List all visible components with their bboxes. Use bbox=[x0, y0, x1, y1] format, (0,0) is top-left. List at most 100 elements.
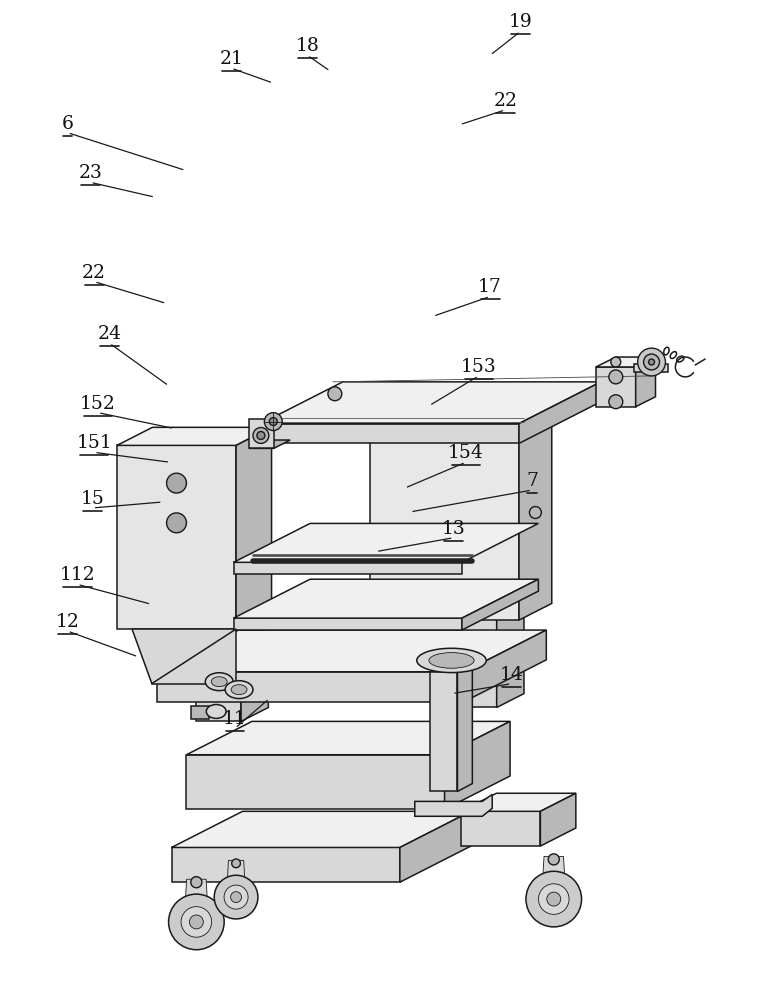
Polygon shape bbox=[261, 424, 519, 443]
Text: 153: 153 bbox=[461, 358, 496, 376]
Circle shape bbox=[232, 859, 240, 868]
Circle shape bbox=[189, 915, 203, 929]
Text: 17: 17 bbox=[478, 278, 502, 296]
Polygon shape bbox=[234, 562, 462, 574]
Polygon shape bbox=[186, 879, 208, 902]
Circle shape bbox=[548, 854, 559, 865]
Polygon shape bbox=[234, 618, 462, 630]
Circle shape bbox=[166, 473, 186, 493]
Polygon shape bbox=[249, 440, 290, 448]
Circle shape bbox=[169, 894, 224, 950]
Text: 15: 15 bbox=[81, 490, 104, 508]
Circle shape bbox=[649, 359, 654, 365]
Text: 22: 22 bbox=[82, 264, 106, 282]
Bar bbox=[192, 706, 209, 719]
Polygon shape bbox=[241, 433, 266, 630]
Polygon shape bbox=[457, 664, 472, 791]
Text: 112: 112 bbox=[60, 566, 95, 584]
Text: 19: 19 bbox=[509, 13, 532, 31]
Circle shape bbox=[611, 357, 621, 367]
Polygon shape bbox=[461, 811, 541, 846]
Circle shape bbox=[166, 513, 186, 533]
Polygon shape bbox=[497, 416, 524, 707]
Polygon shape bbox=[445, 721, 510, 809]
Polygon shape bbox=[400, 811, 471, 882]
Text: 6: 6 bbox=[61, 115, 74, 133]
Polygon shape bbox=[249, 419, 274, 448]
Polygon shape bbox=[156, 672, 464, 702]
Polygon shape bbox=[519, 382, 601, 443]
Text: 11: 11 bbox=[223, 710, 247, 728]
Polygon shape bbox=[452, 430, 497, 707]
Text: 18: 18 bbox=[295, 37, 319, 55]
Ellipse shape bbox=[206, 673, 233, 691]
Text: 154: 154 bbox=[448, 444, 484, 462]
Circle shape bbox=[609, 370, 623, 384]
Text: 151: 151 bbox=[76, 434, 112, 452]
Polygon shape bbox=[370, 422, 519, 620]
Polygon shape bbox=[596, 367, 636, 407]
Circle shape bbox=[547, 892, 561, 906]
Circle shape bbox=[224, 885, 248, 909]
Polygon shape bbox=[636, 357, 656, 407]
Polygon shape bbox=[430, 672, 457, 791]
Ellipse shape bbox=[211, 677, 227, 687]
Polygon shape bbox=[447, 420, 472, 616]
Circle shape bbox=[269, 418, 278, 426]
Circle shape bbox=[191, 877, 202, 888]
Polygon shape bbox=[234, 579, 538, 618]
Polygon shape bbox=[186, 755, 445, 809]
Polygon shape bbox=[234, 523, 538, 562]
Circle shape bbox=[231, 892, 242, 903]
Ellipse shape bbox=[225, 681, 253, 699]
Ellipse shape bbox=[231, 685, 247, 695]
Ellipse shape bbox=[429, 653, 474, 668]
Circle shape bbox=[181, 907, 212, 937]
Polygon shape bbox=[447, 406, 499, 420]
Circle shape bbox=[529, 507, 542, 518]
Text: 24: 24 bbox=[97, 325, 121, 343]
Polygon shape bbox=[519, 405, 551, 620]
Text: 12: 12 bbox=[55, 613, 80, 631]
Circle shape bbox=[328, 387, 342, 401]
Circle shape bbox=[644, 354, 660, 370]
Circle shape bbox=[257, 431, 265, 439]
Text: 7: 7 bbox=[526, 472, 538, 490]
Circle shape bbox=[253, 428, 269, 443]
Polygon shape bbox=[370, 405, 551, 422]
Polygon shape bbox=[227, 860, 245, 882]
Text: 152: 152 bbox=[80, 395, 116, 413]
Text: 22: 22 bbox=[493, 92, 517, 110]
Polygon shape bbox=[117, 445, 236, 629]
Polygon shape bbox=[541, 793, 576, 846]
Polygon shape bbox=[156, 630, 546, 672]
Circle shape bbox=[214, 875, 258, 919]
Polygon shape bbox=[464, 630, 546, 702]
Text: 14: 14 bbox=[499, 666, 523, 684]
Polygon shape bbox=[172, 811, 471, 847]
Circle shape bbox=[265, 413, 282, 431]
Text: 21: 21 bbox=[219, 50, 243, 68]
Polygon shape bbox=[132, 629, 236, 684]
Polygon shape bbox=[196, 430, 268, 443]
Polygon shape bbox=[186, 721, 510, 755]
Polygon shape bbox=[415, 794, 492, 816]
Polygon shape bbox=[172, 847, 400, 882]
Polygon shape bbox=[462, 579, 538, 630]
Polygon shape bbox=[634, 364, 668, 372]
Polygon shape bbox=[452, 416, 524, 430]
Circle shape bbox=[637, 348, 666, 376]
Polygon shape bbox=[236, 427, 272, 629]
Polygon shape bbox=[117, 427, 272, 445]
Ellipse shape bbox=[416, 648, 486, 673]
Text: 13: 13 bbox=[442, 520, 466, 538]
Circle shape bbox=[538, 884, 569, 914]
Polygon shape bbox=[596, 357, 656, 367]
Circle shape bbox=[526, 871, 581, 927]
Ellipse shape bbox=[206, 705, 226, 718]
Polygon shape bbox=[241, 420, 293, 433]
Polygon shape bbox=[241, 430, 268, 721]
Circle shape bbox=[609, 395, 623, 409]
Polygon shape bbox=[196, 443, 241, 721]
Text: 23: 23 bbox=[78, 164, 102, 182]
